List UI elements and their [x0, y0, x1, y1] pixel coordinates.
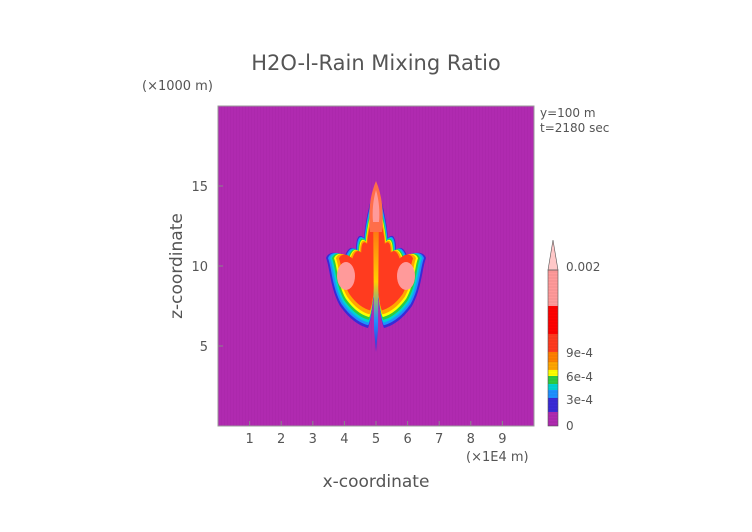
- max-blob-right: [397, 262, 415, 290]
- colorbar-label: 3e-4: [566, 393, 593, 407]
- rain-field: [326, 181, 426, 352]
- colorbar-swatch: [548, 390, 558, 398]
- y-tick-label: 5: [200, 340, 208, 355]
- y-unit-label: (×1000 m): [142, 79, 213, 94]
- x-tick-label: 7: [435, 432, 443, 447]
- colorbar-swatch: [548, 334, 558, 352]
- colorbar-swatch: [548, 352, 558, 362]
- annotation-t: t=2180 sec: [540, 121, 609, 135]
- colorbar-label: 0: [566, 419, 574, 433]
- x-axis-label: x-coordinate: [323, 472, 430, 492]
- x-tick-label: 5: [372, 432, 380, 447]
- colorbar-label: 9e-4: [566, 346, 593, 360]
- plot-area: 1 2 3 4 5 6 7 8 9 5 10 15: [191, 105, 535, 447]
- colorbar-swatch: [548, 384, 558, 390]
- colorbar-overflow-arrow: [547, 239, 559, 271]
- max-blob-left: [337, 262, 355, 290]
- colorbar-label: 6e-4: [566, 370, 593, 384]
- x-tick-label: 1: [245, 432, 253, 447]
- x-tick-label: 4: [340, 432, 348, 447]
- x-tick-label: 3: [309, 432, 317, 447]
- x-ticks: 1 2 3 4 5 6 7 8 9: [245, 421, 507, 447]
- x-tick-label: 9: [498, 432, 506, 447]
- central-column: [373, 196, 379, 352]
- x-tick-label: 8: [467, 432, 475, 447]
- peak-max: [372, 190, 380, 222]
- colorbar-swatch: [548, 370, 558, 376]
- annotation-y: y=100 m: [540, 106, 596, 120]
- colorbar-swatch: [548, 398, 558, 412]
- x-tick-label: 6: [403, 432, 411, 447]
- colorbar-swatch: [548, 376, 558, 384]
- x-tick-label: 2: [277, 432, 285, 447]
- y-tick-label: 10: [191, 260, 208, 275]
- colorbar-swatch: [548, 362, 558, 370]
- y-ticks: 5 10 15: [191, 180, 223, 355]
- chart-title: H2O-l-Rain Mixing Ratio: [251, 51, 501, 75]
- x-unit-label: (×1E4 m): [466, 450, 529, 465]
- y-tick-label: 15: [191, 180, 208, 195]
- colorbar-swatch: [548, 306, 558, 334]
- colorbar: 0 3e-4 6e-4 9e-4 0.002: [547, 239, 600, 433]
- y-axis-label: z-coordinate: [167, 213, 187, 319]
- colorbar-frame: [547, 269, 559, 427]
- colorbar-label: 0.002: [566, 260, 600, 274]
- colorbar-swatch: [548, 412, 558, 426]
- colorbar-swatch: [548, 270, 558, 306]
